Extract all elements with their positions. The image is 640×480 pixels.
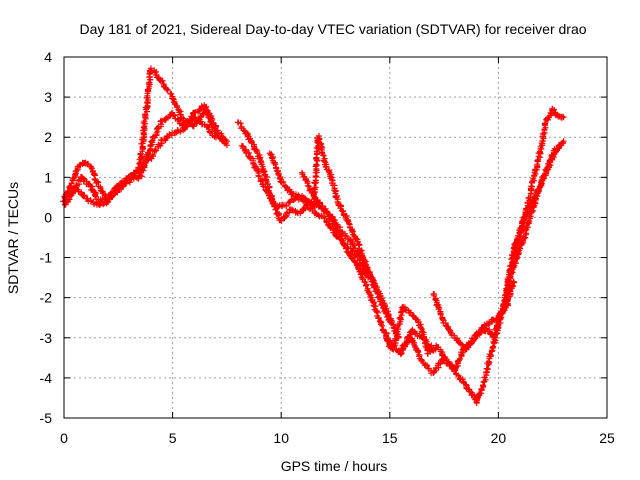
y-axis-title: SDTVAR / TECUs bbox=[5, 182, 21, 294]
y-tick-label: -3 bbox=[40, 330, 53, 346]
data-points bbox=[60, 65, 567, 406]
y-tick-label: 1 bbox=[44, 169, 52, 185]
y-tick-label: -5 bbox=[40, 410, 53, 426]
series-pass-5 bbox=[238, 142, 393, 325]
x-tick-label: 15 bbox=[382, 430, 398, 446]
series-pass-2 bbox=[61, 102, 230, 208]
chart-title: Day 181 of 2021, Sidereal Day-to-day VTE… bbox=[79, 21, 586, 37]
series-markers bbox=[299, 169, 437, 358]
series-markers bbox=[507, 138, 567, 276]
x-tick-label: 5 bbox=[169, 430, 177, 446]
x-tick-label: 0 bbox=[60, 430, 68, 446]
y-tick-label: -2 bbox=[40, 290, 53, 306]
y-tick-label: -4 bbox=[40, 370, 53, 386]
grid-lines bbox=[64, 57, 607, 418]
y-tick-label: -1 bbox=[40, 250, 53, 266]
y-tick-label: 2 bbox=[44, 129, 52, 145]
x-tick-label: 10 bbox=[273, 430, 289, 446]
series-markers bbox=[238, 142, 393, 325]
y-tick-label: 0 bbox=[44, 209, 52, 225]
x-axis-title: GPS time / hours bbox=[281, 458, 388, 474]
plot-frame bbox=[63, 56, 608, 419]
axis-ticks: 0 5 10 15 20 25 -5 -4 -3 -2 -1 0 1 2 3 4 bbox=[40, 49, 615, 446]
series-pass-13 bbox=[507, 138, 567, 276]
x-tick-label: 20 bbox=[491, 430, 507, 446]
y-tick-label: 3 bbox=[44, 89, 52, 105]
x-tick-label: 25 bbox=[599, 430, 615, 446]
series-markers bbox=[61, 102, 230, 208]
series-pass-7 bbox=[299, 169, 437, 358]
y-tick-label: 4 bbox=[44, 49, 52, 65]
